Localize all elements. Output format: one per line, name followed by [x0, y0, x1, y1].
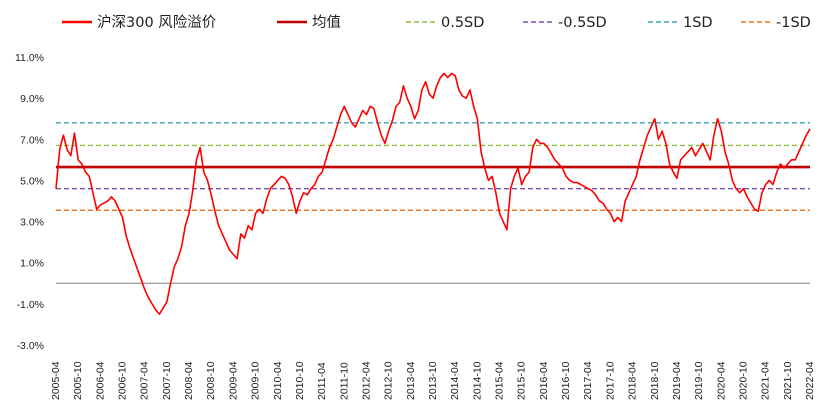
x-tick-label: 2007-04: [139, 361, 151, 400]
x-tick-label: 2014-04: [449, 361, 461, 400]
x-tick-label: 2018-04: [627, 361, 639, 400]
x-tick-label: 2005-04: [50, 361, 62, 400]
x-tick-label: 2010-10: [294, 361, 306, 400]
x-tick-label: 2020-10: [737, 361, 749, 400]
legend-label: 沪深300 风险溢价: [97, 14, 217, 31]
x-tick-label: 2015-10: [516, 361, 528, 400]
x-tick-label: 2011-04: [316, 362, 328, 400]
y-tick-label: 7.0%: [20, 134, 44, 146]
x-tick-label: 2016-10: [560, 361, 572, 400]
legend-label: 1SD: [683, 15, 713, 31]
series-lines: [55, 72, 811, 315]
x-tick-label: 2013-10: [427, 361, 439, 400]
x-tick-label: 2012-10: [383, 361, 395, 400]
x-tick-label: 2020-04: [715, 361, 727, 400]
reference-lines: [56, 122, 810, 211]
x-tick-label: 2005-10: [72, 361, 84, 400]
legend-label: 均值: [312, 14, 341, 31]
x-tick-label: 2018-10: [649, 361, 661, 400]
x-tick-label: 2017-10: [604, 361, 616, 400]
x-tick-label: 2021-10: [782, 361, 794, 400]
x-tick-label: 2021-04: [760, 361, 772, 400]
x-tick-label: 2006-04: [94, 361, 106, 400]
x-tick-label: 2010-04: [272, 361, 284, 400]
y-tick-label: 3.0%: [20, 217, 44, 229]
legend-label: -1SD: [776, 15, 811, 31]
x-tick-label: 2016-04: [538, 361, 550, 400]
x-tick-label: 2017-04: [582, 361, 594, 400]
x-tick-label: 2008-04: [183, 361, 195, 400]
legend-label: -0.5SD: [558, 15, 607, 31]
series-line-0: [55, 72, 811, 315]
y-axis: 11.0% 9.0% 7.0% 5.0% 3.0% 1.0% -1.0% -3.0%: [15, 52, 44, 352]
x-axis: 2005-04 2005-10 2006-04 2006-10 2007-04 2007-…: [50, 282, 816, 400]
x-tick-label: 2014-10: [471, 361, 483, 400]
legend-label: 0.5SD: [441, 15, 484, 31]
y-tick-label: 1.0%: [20, 258, 44, 270]
y-tick-label: 11.0%: [15, 52, 44, 64]
x-tick-label: 2015-04: [494, 361, 506, 400]
y-tick-label: 5.0%: [20, 175, 44, 187]
x-tick-label: 2019-10: [693, 361, 705, 400]
x-tick-label: 2013-04: [405, 361, 417, 400]
y-tick-label: 9.0%: [20, 93, 44, 105]
y-tick-label: -1.0%: [17, 299, 44, 311]
y-tick-label: -3.0%: [17, 340, 44, 352]
x-tick-label: 2009-10: [250, 361, 262, 400]
x-tick-label: 2009-04: [227, 361, 239, 400]
x-tick-label: 2022-04: [804, 361, 816, 400]
x-tick-label: 2019-04: [671, 361, 683, 400]
x-tick-label: 2011-10: [338, 362, 350, 400]
x-tick-label: 2006-10: [117, 361, 129, 400]
legend: 沪深300 风险溢价 均值 0.5SD -0.5SD 1SD -1SD: [62, 14, 811, 31]
x-tick-label: 2007-10: [161, 361, 173, 400]
x-tick-label: 2008-10: [205, 361, 217, 400]
x-tick-label: 2012-04: [360, 361, 372, 400]
